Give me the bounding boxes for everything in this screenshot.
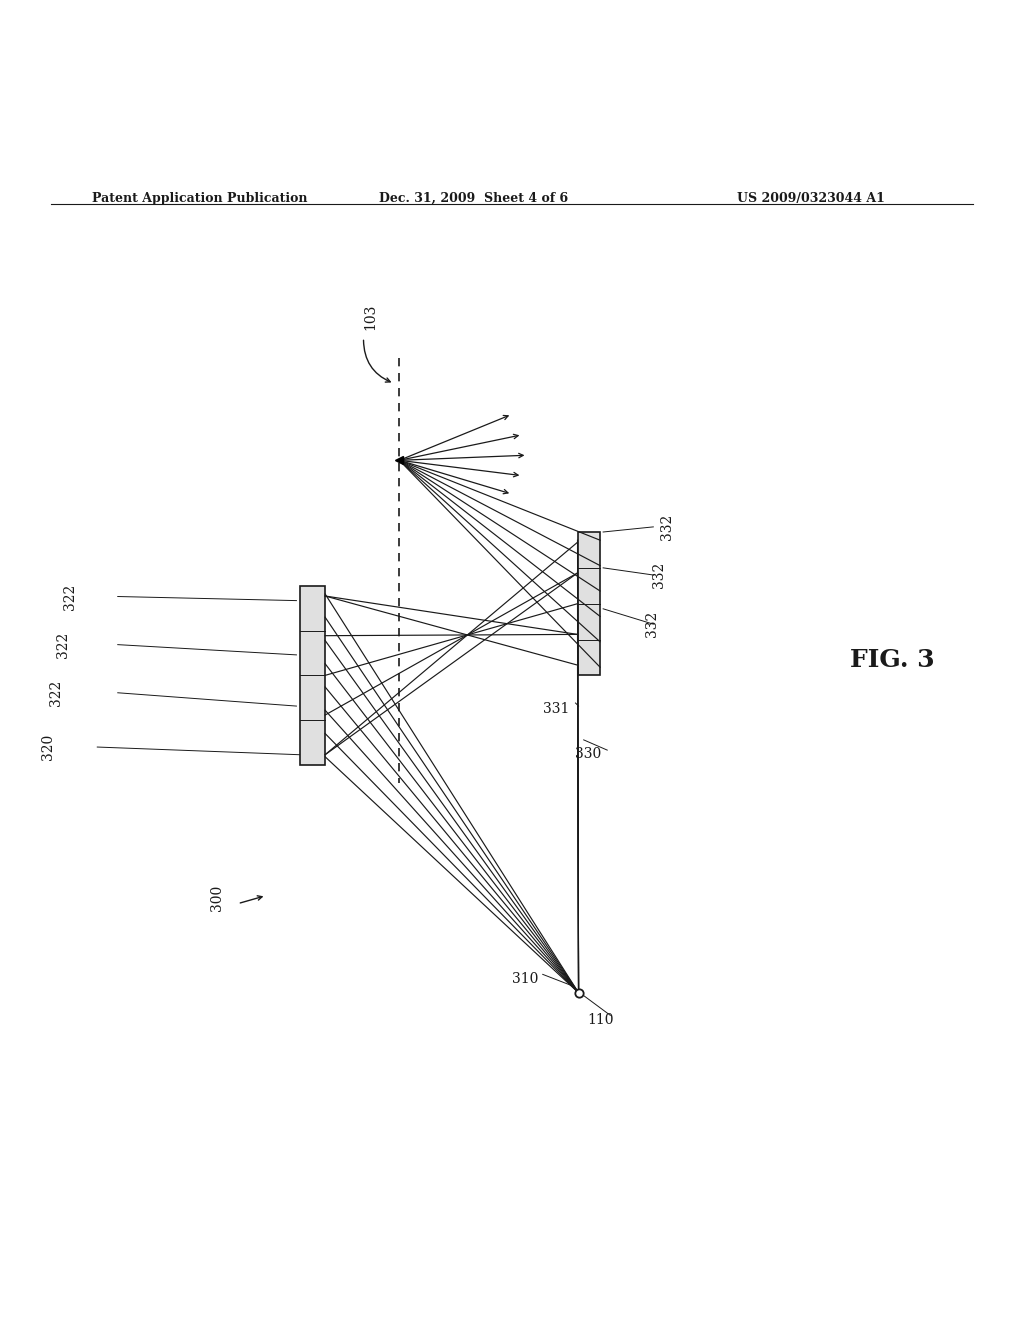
Text: 332: 332 (660, 513, 675, 540)
Bar (299, 586, 326, 766)
Text: Patent Application Publication: Patent Application Publication (92, 191, 307, 205)
Text: 300: 300 (210, 884, 224, 911)
Text: 320: 320 (41, 734, 55, 760)
Text: 330: 330 (575, 747, 602, 762)
Text: 103: 103 (364, 304, 378, 330)
Text: 310: 310 (512, 973, 539, 986)
Bar (578, 532, 600, 676)
Text: 332: 332 (652, 562, 667, 589)
Text: US 2009/0323044 A1: US 2009/0323044 A1 (737, 191, 885, 205)
Text: 110: 110 (588, 1014, 614, 1027)
Text: 322: 322 (63, 583, 78, 610)
Text: 322: 322 (49, 680, 63, 706)
Text: 331: 331 (543, 702, 569, 717)
Text: 322: 322 (56, 631, 71, 657)
Text: FIG. 3: FIG. 3 (850, 648, 935, 672)
Text: Dec. 31, 2009  Sheet 4 of 6: Dec. 31, 2009 Sheet 4 of 6 (379, 191, 568, 205)
Text: 332: 332 (645, 611, 659, 638)
